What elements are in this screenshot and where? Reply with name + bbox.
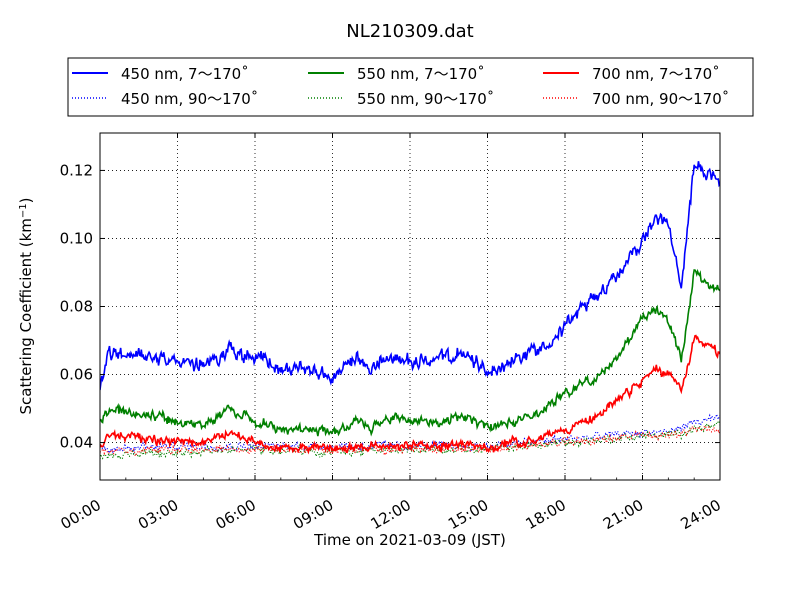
x-tick-label: 15:00 [445, 496, 491, 533]
y-axis-label: Scattering Coefficient (km−1) [17, 197, 35, 414]
legend-label: 700 nm, 90～170˚ [592, 90, 729, 108]
legend-label: 550 nm, 90～170˚ [357, 90, 494, 108]
x-tick-label: 03:00 [135, 496, 181, 533]
y-tick-label: 0.10 [60, 229, 93, 247]
x-tick-label: 00:00 [58, 496, 104, 533]
grid [100, 133, 720, 480]
y-tick-labels: 0.04 0.06 0.08 0.10 0.12 [60, 161, 93, 451]
x-axis-label: Time on 2021-03-09 (JST) [313, 531, 506, 549]
y-tick-label: 0.12 [60, 161, 93, 179]
y-tick-label: 0.08 [60, 298, 93, 316]
legend-label: 700 nm, 7～170˚ [592, 65, 720, 83]
x-tick-label: 21:00 [600, 496, 646, 533]
y-axis-label-close: ) [17, 197, 35, 203]
chart-title: NL210309.dat [346, 21, 473, 42]
x-tick-label: 24:00 [678, 496, 724, 533]
x-tick-label: 06:00 [213, 496, 259, 533]
y-axis-label-exponent: −1 [18, 203, 29, 218]
series-line [100, 412, 720, 455]
y-tick-label: 0.06 [60, 366, 93, 384]
legend-label: 550 nm, 7～170˚ [357, 65, 485, 83]
series-line [100, 334, 720, 455]
x-tick-label: 12:00 [368, 496, 414, 533]
x-tick-label: 18:00 [523, 496, 569, 533]
legend-label: 450 nm, 7～170˚ [121, 65, 249, 83]
y-tick-label: 0.04 [60, 434, 93, 452]
series-line [100, 161, 720, 391]
x-tick-labels: 00:00 03:00 06:00 09:00 12:00 15:00 18:00 21:00… [58, 496, 724, 533]
legend-box [67, 57, 754, 117]
series-layer [100, 161, 720, 461]
y-axis-label-main: Scattering Coefficient (km [17, 218, 35, 414]
series-line [100, 268, 720, 437]
legend-label: 450 nm, 90～170˚ [121, 90, 258, 108]
x-tick-label: 09:00 [290, 496, 336, 533]
legend: 450 nm, 7～170˚ 450 nm, 90～170˚ 550 nm, 7～1… [67, 57, 754, 117]
ticks [99, 133, 721, 480]
